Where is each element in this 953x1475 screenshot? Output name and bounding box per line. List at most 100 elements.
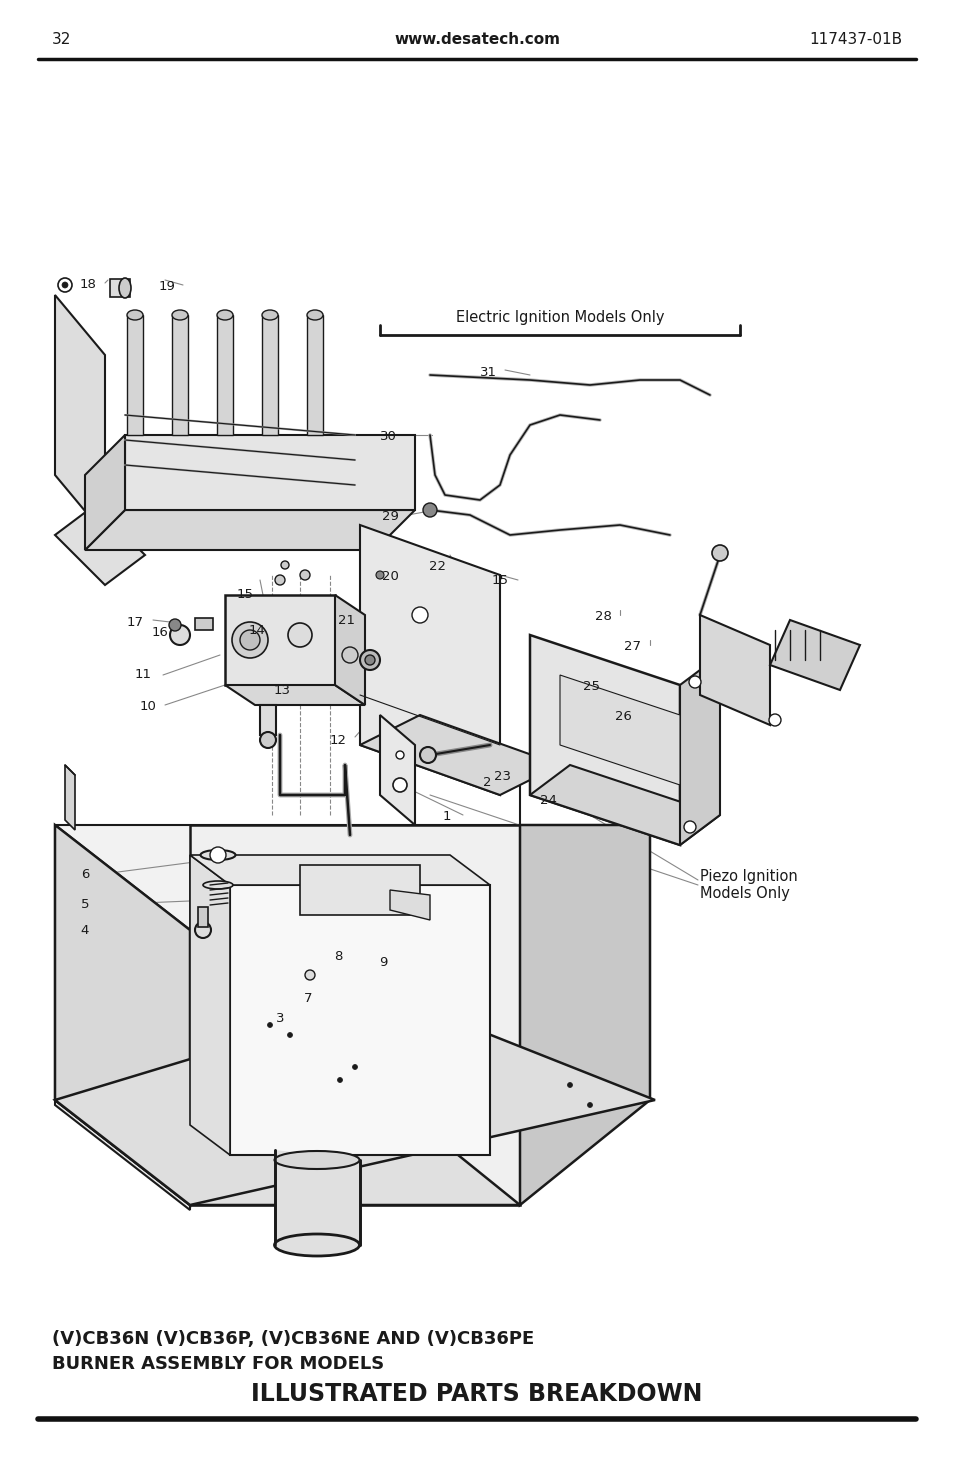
Circle shape <box>683 822 696 833</box>
Text: 14: 14 <box>249 624 265 637</box>
Text: 11: 11 <box>134 668 152 681</box>
Polygon shape <box>85 435 125 550</box>
Circle shape <box>393 777 407 792</box>
Ellipse shape <box>274 1235 359 1257</box>
Ellipse shape <box>274 1150 359 1170</box>
FancyBboxPatch shape <box>194 618 213 630</box>
Text: 30: 30 <box>379 431 396 444</box>
Polygon shape <box>172 316 188 435</box>
Circle shape <box>422 503 436 518</box>
Polygon shape <box>125 435 415 510</box>
Polygon shape <box>700 615 769 726</box>
FancyBboxPatch shape <box>260 705 275 735</box>
Text: (V)CB36N (V)CB36P, (V)CB36NE AND (V)CB36PE: (V)CB36N (V)CB36P, (V)CB36NE AND (V)CB36… <box>52 1330 534 1348</box>
Text: 18: 18 <box>79 279 96 292</box>
Polygon shape <box>379 715 415 825</box>
Polygon shape <box>262 316 277 435</box>
Polygon shape <box>190 825 519 1205</box>
Polygon shape <box>55 825 519 931</box>
Text: 31: 31 <box>479 366 496 379</box>
Text: 22: 22 <box>429 560 446 574</box>
Polygon shape <box>55 295 105 535</box>
Circle shape <box>341 648 357 662</box>
Polygon shape <box>65 766 75 830</box>
Polygon shape <box>519 825 649 1205</box>
Polygon shape <box>55 504 145 586</box>
Circle shape <box>287 1032 293 1037</box>
Ellipse shape <box>119 277 131 298</box>
Polygon shape <box>299 864 419 914</box>
Text: ILLUSTRATED PARTS BREAKDOWN: ILLUSTRATED PARTS BREAKDOWN <box>251 1382 702 1406</box>
Text: 7: 7 <box>303 991 312 1004</box>
Polygon shape <box>55 1100 519 1205</box>
Circle shape <box>58 277 71 292</box>
Text: 15: 15 <box>236 589 253 602</box>
Text: 1: 1 <box>442 810 451 823</box>
Polygon shape <box>216 316 233 435</box>
Circle shape <box>395 751 403 760</box>
Text: 17: 17 <box>127 615 143 628</box>
Ellipse shape <box>216 310 233 320</box>
Circle shape <box>194 922 211 938</box>
Text: Piezo Ignition
Models Only: Piezo Ignition Models Only <box>700 869 797 901</box>
Text: 15: 15 <box>491 574 508 587</box>
Text: 5: 5 <box>81 898 90 912</box>
Text: 12: 12 <box>329 735 346 748</box>
Circle shape <box>210 847 226 863</box>
Text: 32: 32 <box>52 32 71 47</box>
Polygon shape <box>55 825 190 1205</box>
Circle shape <box>711 544 727 560</box>
Text: 24: 24 <box>539 794 556 807</box>
Polygon shape <box>127 316 143 435</box>
Text: 28: 28 <box>594 611 611 624</box>
Text: 13: 13 <box>274 683 291 696</box>
Polygon shape <box>225 594 335 684</box>
Polygon shape <box>307 316 323 435</box>
Polygon shape <box>679 655 720 845</box>
Polygon shape <box>530 766 720 845</box>
Circle shape <box>688 676 700 687</box>
Polygon shape <box>274 1150 359 1245</box>
Circle shape <box>274 575 285 586</box>
Text: 25: 25 <box>583 680 599 693</box>
Polygon shape <box>390 889 430 920</box>
Circle shape <box>170 625 190 645</box>
Polygon shape <box>530 636 679 845</box>
Circle shape <box>359 650 379 670</box>
Text: 23: 23 <box>494 770 511 783</box>
Polygon shape <box>359 525 499 795</box>
Text: 20: 20 <box>381 571 398 584</box>
FancyBboxPatch shape <box>198 907 208 926</box>
Circle shape <box>288 622 312 648</box>
Text: 9: 9 <box>378 956 387 969</box>
Text: 6: 6 <box>81 869 89 882</box>
Text: www.desatech.com: www.desatech.com <box>394 32 559 47</box>
Text: 27: 27 <box>624 640 640 653</box>
Circle shape <box>567 1083 572 1087</box>
Polygon shape <box>769 620 859 690</box>
Polygon shape <box>55 825 190 1210</box>
Text: 8: 8 <box>334 950 342 963</box>
Text: 3: 3 <box>275 1012 284 1025</box>
Circle shape <box>305 971 314 979</box>
Circle shape <box>337 1078 342 1083</box>
Circle shape <box>768 714 781 726</box>
Circle shape <box>299 569 310 580</box>
Text: 117437-01B: 117437-01B <box>808 32 901 47</box>
Ellipse shape <box>172 310 188 320</box>
Circle shape <box>365 655 375 665</box>
Circle shape <box>281 560 289 569</box>
Circle shape <box>62 282 68 288</box>
Text: BURNER ASSEMBLY FOR MODELS: BURNER ASSEMBLY FOR MODELS <box>52 1356 384 1373</box>
Circle shape <box>260 732 275 748</box>
Circle shape <box>419 746 436 763</box>
Circle shape <box>587 1102 592 1108</box>
FancyBboxPatch shape <box>110 279 130 296</box>
Text: 10: 10 <box>139 701 156 714</box>
Text: Electric Ignition Models Only: Electric Ignition Models Only <box>456 310 663 324</box>
Text: 29: 29 <box>381 510 398 524</box>
Text: 4: 4 <box>81 923 89 937</box>
Ellipse shape <box>307 310 323 320</box>
Polygon shape <box>359 715 559 795</box>
Polygon shape <box>190 855 490 885</box>
